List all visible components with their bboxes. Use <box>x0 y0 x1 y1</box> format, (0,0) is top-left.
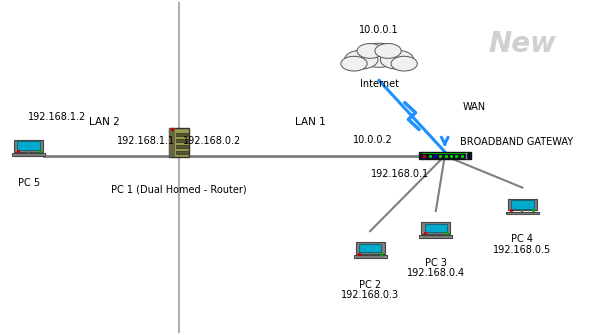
Text: New: New <box>488 29 556 58</box>
Text: PC 1 (Dual Homed - Router): PC 1 (Dual Homed - Router) <box>111 184 247 194</box>
FancyBboxPatch shape <box>12 153 45 156</box>
Text: 10.0.0.1: 10.0.0.1 <box>359 25 399 35</box>
FancyBboxPatch shape <box>511 200 534 209</box>
Text: 192.168.0.5: 192.168.0.5 <box>493 245 552 255</box>
FancyBboxPatch shape <box>14 140 43 152</box>
Polygon shape <box>375 44 401 58</box>
Text: PC 5: PC 5 <box>17 178 40 188</box>
Polygon shape <box>358 43 401 67</box>
FancyBboxPatch shape <box>356 242 384 254</box>
FancyBboxPatch shape <box>176 151 187 154</box>
FancyBboxPatch shape <box>170 128 175 157</box>
FancyBboxPatch shape <box>506 212 539 214</box>
FancyBboxPatch shape <box>421 222 450 234</box>
Text: 10.0.0.2: 10.0.0.2 <box>353 135 393 145</box>
Text: LAN 2: LAN 2 <box>89 117 120 127</box>
FancyBboxPatch shape <box>424 223 447 232</box>
Polygon shape <box>344 50 378 69</box>
Text: PC 3: PC 3 <box>425 258 447 268</box>
FancyBboxPatch shape <box>170 128 189 157</box>
Polygon shape <box>341 56 367 71</box>
FancyBboxPatch shape <box>176 145 187 148</box>
Text: 192.168.1.2: 192.168.1.2 <box>27 112 86 122</box>
Text: 192.168.0.2: 192.168.0.2 <box>183 136 241 146</box>
FancyBboxPatch shape <box>176 139 187 142</box>
FancyBboxPatch shape <box>419 235 453 238</box>
FancyBboxPatch shape <box>353 255 387 258</box>
FancyBboxPatch shape <box>359 244 381 252</box>
FancyBboxPatch shape <box>508 199 537 210</box>
FancyBboxPatch shape <box>17 141 40 150</box>
Polygon shape <box>391 56 417 71</box>
Text: WAN: WAN <box>463 102 486 112</box>
Text: 192.168.0.4: 192.168.0.4 <box>407 268 465 278</box>
Text: PC 2: PC 2 <box>359 280 381 290</box>
Text: PC 4: PC 4 <box>512 234 533 245</box>
FancyBboxPatch shape <box>176 133 187 136</box>
Polygon shape <box>380 50 414 69</box>
Text: Internet: Internet <box>359 79 399 89</box>
Text: 192.168.0.1: 192.168.0.1 <box>371 169 429 179</box>
FancyBboxPatch shape <box>421 153 468 154</box>
Polygon shape <box>357 44 383 58</box>
Text: BROADBAND GATEWAY: BROADBAND GATEWAY <box>460 137 573 147</box>
Text: 192.168.0.3: 192.168.0.3 <box>341 290 399 300</box>
Text: 192.168.1.1: 192.168.1.1 <box>117 136 176 146</box>
FancyBboxPatch shape <box>419 152 470 159</box>
Text: LAN 1: LAN 1 <box>295 117 326 127</box>
